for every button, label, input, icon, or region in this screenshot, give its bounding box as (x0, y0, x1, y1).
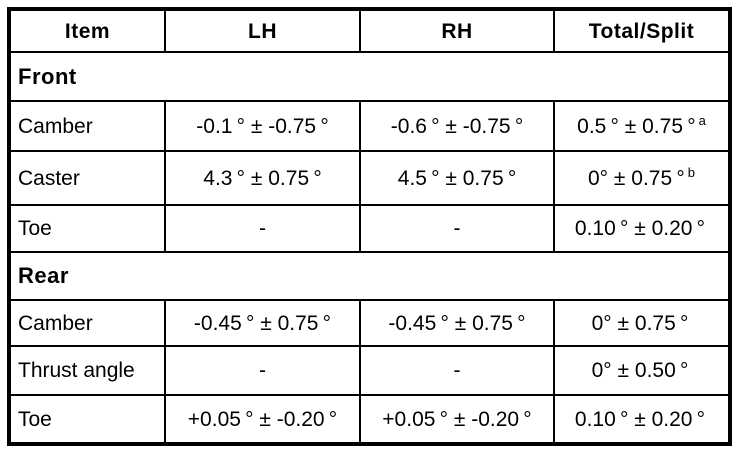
table-row-rear-thrust-angle: Thrust angle - - 0° ± 0.50 ° (8, 345, 731, 396)
value-text: 0.10 ° ± 0.20 ° (574, 407, 706, 431)
table-row-front-camber: Camber -0.1 ° ± -0.75 ° -0.6 ° ± -0.75 °… (8, 100, 731, 152)
lh-value: 4.3 ° ± 0.75 ° (164, 150, 361, 206)
total-split-value: 0.5 ° ± 0.75 ° a (553, 100, 731, 152)
section-label-front: Front (8, 51, 731, 102)
section-label-rear: Rear (8, 251, 731, 301)
row-label: Camber (8, 100, 166, 152)
footnote-marker-a: a (698, 112, 706, 128)
table-row-front-toe: Toe - - 0.10 ° ± 0.20 ° (8, 204, 731, 253)
value-text: 0° ± 0.75 ° (588, 166, 685, 190)
rh-value: -0.45 ° ± 0.75 ° (359, 299, 555, 347)
value-text: 0° ± 0.75 ° (591, 311, 689, 335)
column-header-lh: LH (164, 8, 361, 53)
lh-value: -0.45 ° ± 0.75 ° (164, 299, 361, 347)
column-header-item: Item (8, 8, 166, 53)
lh-value: +0.05 ° ± -0.20 ° (164, 394, 361, 445)
table-row-rear-camber: Camber -0.45 ° ± 0.75 ° -0.45 ° ± 0.75 °… (8, 299, 731, 347)
row-label: Toe (8, 204, 166, 253)
footnote-marker-b: b (687, 164, 695, 180)
total-split-value: 0° ± 0.50 ° (553, 345, 731, 396)
column-header-rh: RH (359, 8, 555, 53)
column-header-total-split: Total/Split (553, 8, 731, 53)
lh-value: - (164, 345, 361, 396)
total-split-value: 0° ± 0.75 ° (553, 299, 731, 347)
row-label: Toe (8, 394, 166, 445)
rh-value: +0.05 ° ± -0.20 ° (359, 394, 555, 445)
row-label: Caster (8, 150, 166, 206)
table-row-rear-toe: Toe +0.05 ° ± -0.20 ° +0.05 ° ± -0.20 ° … (8, 394, 731, 445)
row-label: Camber (8, 299, 166, 347)
section-row-front: Front (8, 51, 731, 102)
value-text: 0.5 ° ± 0.75 ° (577, 114, 696, 138)
rh-value: 4.5 ° ± 0.75 ° (359, 150, 555, 206)
section-row-rear: Rear (8, 251, 731, 301)
header-row: Item LH RH Total/Split (8, 8, 731, 53)
rh-value: - (359, 345, 555, 396)
alignment-spec-table: Item LH RH Total/Split Front Camber -0.1… (7, 7, 732, 446)
total-split-value: 0° ± 0.75 ° b (553, 150, 731, 206)
row-label: Thrust angle (8, 345, 166, 396)
table-row-front-caster: Caster 4.3 ° ± 0.75 ° 4.5 ° ± 0.75 ° 0° … (8, 150, 731, 206)
total-split-value: 0.10 ° ± 0.20 ° (553, 394, 731, 445)
value-text: 0° ± 0.50 ° (591, 359, 689, 382)
rh-value: -0.6 ° ± -0.75 ° (359, 100, 555, 152)
lh-value: - (164, 204, 361, 253)
lh-value: -0.1 ° ± -0.75 ° (164, 100, 361, 152)
total-split-value: 0.10 ° ± 0.20 ° (553, 204, 731, 253)
value-text: 0.10 ° ± 0.20 ° (574, 217, 706, 240)
rh-value: - (359, 204, 555, 253)
